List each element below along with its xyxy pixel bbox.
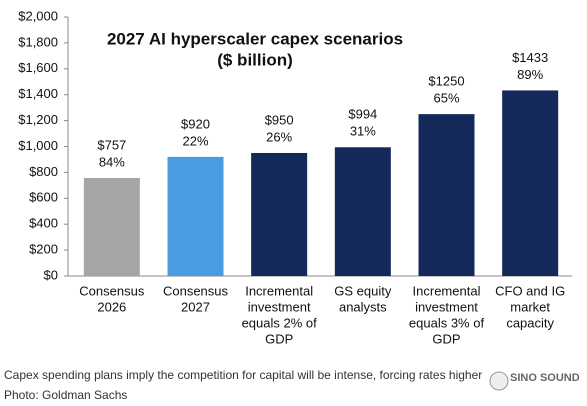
x-tick-label: Consensus <box>79 283 145 298</box>
caption: Capex spending plans imply the competiti… <box>4 368 482 382</box>
y-tick-label: $1,600 <box>18 60 58 75</box>
value-label: $994 <box>348 107 377 122</box>
x-tick-label: GDP <box>432 331 460 346</box>
x-tick-label: analysts <box>339 299 387 314</box>
growth-label: 26% <box>266 129 292 144</box>
y-tick-label: $600 <box>29 190 58 205</box>
bar <box>418 114 475 276</box>
x-tick-label: GDP <box>265 331 293 346</box>
bar <box>251 152 308 276</box>
watermark-logo <box>489 371 509 391</box>
growth-label: 31% <box>350 124 376 139</box>
x-tick-label: Incremental <box>413 283 481 298</box>
x-tick-label: 2027 <box>181 299 210 314</box>
value-label: $1250 <box>428 74 464 89</box>
x-tick-label: CFO and IG <box>495 283 565 298</box>
x-tick-label: equals 3% of <box>409 315 485 330</box>
y-tick-label: $1,200 <box>18 112 58 127</box>
growth-label: 89% <box>517 67 543 82</box>
bar <box>334 147 391 276</box>
watermark: SINO SOUND <box>510 372 580 384</box>
bar <box>167 156 224 276</box>
x-tick-label: GS equity <box>334 283 392 298</box>
y-tick-label: $200 <box>29 242 58 257</box>
value-label: $950 <box>265 112 294 127</box>
x-tick-label: 2026 <box>97 299 126 314</box>
y-tick-label: $0 <box>44 267 58 282</box>
bar <box>83 177 140 276</box>
y-tick-label: $2,000 <box>18 8 58 23</box>
x-tick-label: capacity <box>506 315 554 330</box>
x-tick-label: investment <box>248 299 311 314</box>
y-tick-label: $800 <box>29 164 58 179</box>
growth-label: 22% <box>182 133 208 148</box>
photo-credit: Photo: Goldman Sachs <box>4 388 127 402</box>
x-tick-label: Incremental <box>245 283 313 298</box>
value-label: $1433 <box>512 50 548 65</box>
x-tick-label: Consensus <box>163 283 229 298</box>
growth-label: 65% <box>433 91 459 106</box>
y-tick-label: $400 <box>29 216 58 231</box>
value-label: $920 <box>181 116 210 131</box>
y-tick-label: $1,000 <box>18 138 58 153</box>
x-tick-label: market <box>510 299 550 314</box>
value-label: $757 <box>97 137 126 152</box>
y-tick-label: $1,800 <box>18 34 58 49</box>
x-tick-label: investment <box>415 299 478 314</box>
growth-label: 84% <box>99 154 125 169</box>
bar <box>502 90 559 276</box>
chart-subtitle: ($ billion) <box>217 50 293 69</box>
chart-title: 2027 AI hyperscaler capex scenarios <box>107 29 403 48</box>
y-tick-label: $1,400 <box>18 86 58 101</box>
x-tick-label: equals 2% of <box>242 315 318 330</box>
